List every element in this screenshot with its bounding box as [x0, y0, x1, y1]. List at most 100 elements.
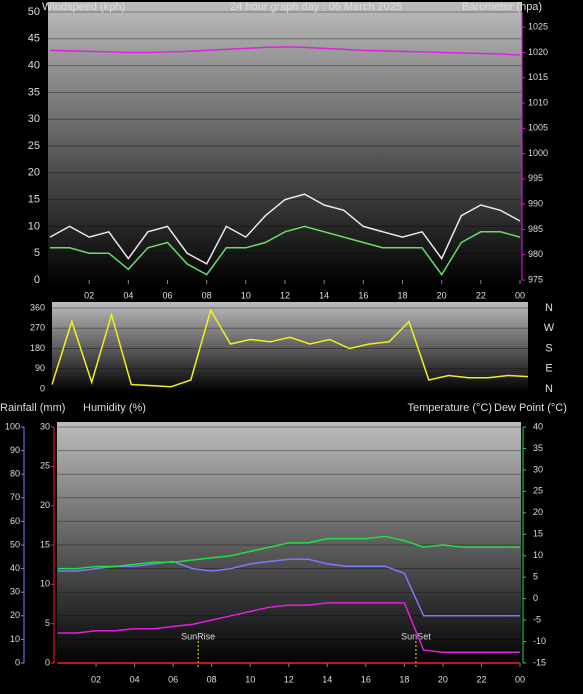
y-tick-label: 50 [10, 539, 20, 549]
y-tick-label: 50 [28, 6, 40, 18]
header-label: Barometer (hpa) [462, 1, 542, 13]
annotation-label: SunRise [181, 631, 215, 641]
legend-label: Humidity (%) [83, 402, 146, 414]
y-tick-label: 35 [533, 443, 543, 453]
y-tick-label: 1010 [528, 97, 548, 107]
y-tick-label: 15 [40, 539, 50, 549]
x-tick-label: 22 [476, 290, 486, 300]
series-line [51, 308, 529, 388]
y-tick-label: 80 [10, 469, 20, 479]
y-tick-label: 980 [528, 249, 543, 259]
y-tick-label: 1025 [528, 22, 548, 32]
header-label: Windspeed (kph) [42, 1, 125, 13]
direction-label: N [545, 383, 553, 395]
y-tick-label: 40 [10, 563, 20, 573]
y-tick-label: 10 [28, 220, 40, 232]
y-tick-label: 1000 [528, 148, 548, 158]
plot-background [57, 422, 521, 666]
header-label: 24 hour graph day : 06 March 2025 [230, 1, 402, 13]
y-tick-label: 40 [533, 421, 543, 431]
x-tick-label: 20 [438, 674, 448, 684]
y-tick-label: 10 [40, 579, 50, 589]
direction-label: E [545, 363, 552, 375]
y-tick-label: 5 [34, 247, 40, 259]
y-tick-label: 60 [10, 516, 20, 526]
y-tick-label: 15 [28, 194, 40, 206]
y-tick-label: 1005 [528, 123, 548, 133]
y-tick-label: 90 [10, 445, 20, 455]
legend-label: Rainfall (mm) [0, 402, 65, 414]
x-tick-label: 20 [437, 290, 447, 300]
series-line [49, 46, 521, 56]
y-tick-label: 360 [30, 302, 45, 312]
y-tick-label: 30 [10, 587, 20, 597]
y-tick-label: 15 [533, 529, 543, 539]
y-tick-label: -15 [533, 657, 546, 667]
x-tick-label: 08 [202, 290, 212, 300]
annotation-label: SunSet [401, 631, 431, 641]
x-tick-label: 14 [319, 290, 329, 300]
x-tick-label: 08 [207, 674, 217, 684]
y-tick-label: 990 [528, 199, 543, 209]
y-tick-label: 0 [533, 593, 538, 603]
x-tick-label: 12 [284, 674, 294, 684]
x-tick-label: 00 [515, 290, 525, 300]
legend-label: Temperature (°C) [408, 402, 492, 414]
y-tick-label: 0 [40, 383, 45, 393]
direction-label: W [544, 322, 555, 334]
y-tick-label: 20 [28, 167, 40, 179]
x-tick-label: 16 [358, 290, 368, 300]
y-tick-label: 10 [10, 634, 20, 644]
y-tick-label: 30 [40, 421, 50, 431]
plot-background [48, 2, 522, 286]
y-tick-label: 0 [15, 657, 20, 667]
y-tick-label: 1015 [528, 72, 548, 82]
y-tick-label: 20 [10, 610, 20, 620]
y-tick-label: 995 [528, 173, 543, 183]
y-tick-label: 20 [40, 500, 50, 510]
y-tick-label: 20 [533, 507, 543, 517]
x-tick-label: 10 [245, 674, 255, 684]
x-tick-label: 10 [241, 290, 251, 300]
y-tick-label: 90 [35, 363, 45, 373]
x-tick-label: 14 [322, 674, 332, 684]
series-line [57, 535, 520, 570]
y-tick-label: -10 [533, 636, 546, 646]
x-tick-label: 16 [361, 674, 371, 684]
y-tick-label: 0 [45, 657, 50, 667]
y-tick-label: 270 [30, 323, 45, 333]
plot-background [52, 302, 528, 392]
y-tick-label: 5 [45, 618, 50, 628]
series-line [50, 225, 521, 276]
y-tick-label: 25 [40, 461, 50, 471]
y-tick-label: 25 [533, 486, 543, 496]
y-tick-label: 45 [28, 33, 40, 45]
y-tick-label: 25 [28, 140, 40, 152]
y-tick-label: 35 [28, 86, 40, 98]
y-tick-label: -5 [533, 614, 541, 624]
y-tick-label: 30 [28, 113, 40, 125]
series-line [57, 602, 520, 654]
y-tick-label: 985 [528, 224, 543, 234]
y-tick-label: 30 [533, 464, 543, 474]
x-tick-label: 00 [515, 674, 525, 684]
direction-label: N [545, 302, 553, 314]
x-tick-label: 04 [123, 290, 133, 300]
y-tick-label: 100 [5, 421, 20, 431]
y-tick-label: 1020 [528, 47, 548, 57]
y-tick-label: 180 [30, 343, 45, 353]
y-tick-label: 10 [533, 550, 543, 560]
y-tick-label: 975 [528, 274, 543, 284]
x-tick-label: 18 [397, 290, 407, 300]
direction-label: S [545, 342, 552, 354]
series-line [57, 558, 520, 617]
y-tick-label: 0 [34, 274, 40, 286]
x-tick-label: 02 [84, 290, 94, 300]
x-tick-label: 06 [168, 674, 178, 684]
y-tick-label: 5 [533, 572, 538, 582]
y-tick-label: 70 [10, 492, 20, 502]
series-line [49, 193, 521, 265]
x-tick-label: 12 [280, 290, 290, 300]
x-tick-label: 22 [476, 674, 486, 684]
